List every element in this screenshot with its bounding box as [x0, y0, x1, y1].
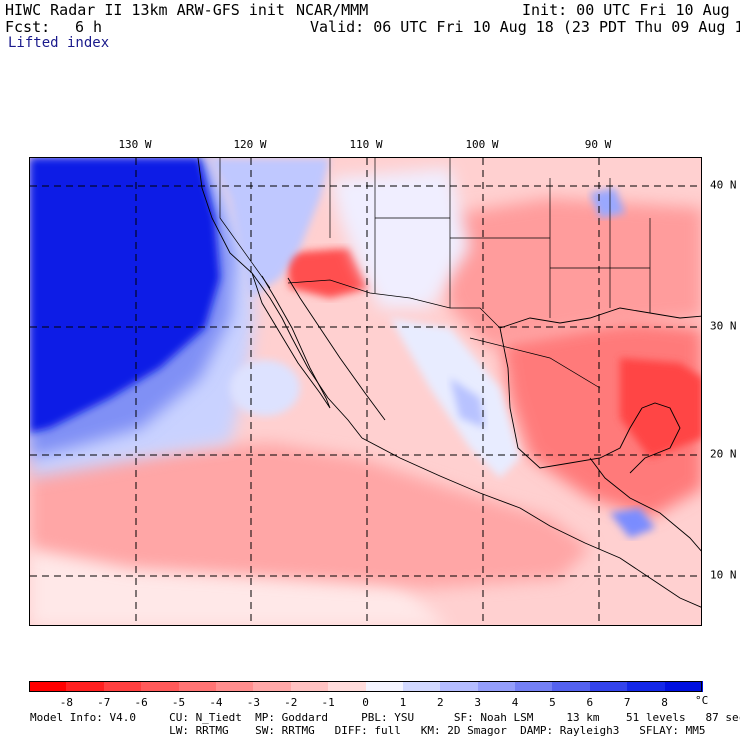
colorbar-swatch [29, 681, 67, 692]
colorbar-tick-label: -6 [134, 696, 148, 709]
colorbar-tick-label: 8 [661, 696, 668, 709]
colorbar-tick-label: -2 [284, 696, 298, 709]
colorbar-swatch [178, 681, 217, 692]
field-stable-central-america [610, 508, 655, 538]
colorbar-swatch [328, 681, 367, 692]
field-unstable-southwest [285, 248, 370, 298]
graticule [30, 158, 701, 625]
colorbar-tick-label: 3 [474, 696, 481, 709]
lat-label-40n: 40 N [710, 178, 737, 192]
lon-label-120w: 120 W [233, 138, 267, 151]
colorbar-tick-label: 2 [436, 696, 444, 709]
coastlines [197, 158, 701, 608]
colorbar-swatch [402, 681, 441, 692]
lat-label-20n: 20 N [710, 447, 737, 461]
field-name: Lifted index [8, 35, 110, 51]
lon-label-130w: 130 W [118, 138, 152, 151]
political-borders [219, 158, 651, 389]
colorbar-swatch [66, 681, 105, 692]
model-title: HIWC Radar II 13km ARW-GFS init [5, 1, 285, 19]
field-stable-california-coast [210, 158, 330, 298]
field-neutral-great-basin [330, 168, 470, 308]
colorbar-swatch [515, 681, 554, 692]
lon-label-100w: 100 W [465, 138, 499, 151]
colorbar-tick-label: 6 [586, 696, 594, 709]
colorbar-swatch [253, 681, 292, 692]
lat-label-30n: 30 N [710, 319, 737, 333]
colorbar-swatch [103, 681, 142, 692]
colorbar-tick-label: 0 [362, 696, 369, 709]
colorbar-swatch [477, 681, 516, 692]
colorbar-tick-label: -1 [321, 696, 335, 709]
colorbar-swatch [215, 681, 254, 692]
forecast-hour: 6 h [75, 18, 103, 36]
field-stable-pacific-core [30, 158, 220, 433]
field-stable-mexico-core [450, 378, 485, 428]
colorbar-frame [29, 681, 702, 692]
valid-time: Valid: 06 UTC Fri 10 Aug 18 (23 PDT Thu … [310, 18, 740, 36]
field-max-unstable-gulf [620, 358, 701, 458]
model-info-line-2: LW: RRTMG SW: RRTMG DIFF: full KM: 2D Sm… [30, 724, 706, 737]
colorbar-tick-label: -8 [59, 696, 73, 709]
init-time: Init: 00 UTC Fri 10 Aug 18 [522, 1, 740, 19]
forecast-label: Fcst: [5, 18, 51, 36]
colorbar-swatch [141, 681, 180, 692]
lon-label-110w: 110 W [349, 138, 383, 151]
colorbar-tick-label: -7 [97, 696, 111, 709]
colorbar-swatch [552, 681, 591, 692]
colorbar-swatch [290, 681, 329, 692]
model-info-line-1: Model Info: V4.0 CU: N_Tiedt MP: Goddard… [30, 711, 740, 724]
colorbar-tick-label: 7 [623, 696, 631, 709]
colorbar-tick-label: -3 [246, 696, 260, 709]
colorbar-unit: °C [695, 694, 709, 707]
organization-label: NCAR/MMM [296, 1, 369, 19]
field-unstable-pacific [30, 443, 590, 588]
colorbar-tick-label: 1 [399, 696, 407, 709]
lifted-index-map[interactable] [29, 157, 702, 626]
field-pacific-swirl [230, 360, 300, 416]
colorbar-tick-label: 4 [511, 696, 519, 709]
colorbar-swatch [589, 681, 628, 692]
colorbar-swatch [664, 681, 703, 692]
colorbar-tick-label: -4 [209, 696, 223, 709]
lon-label-90w: 90 W [584, 138, 612, 151]
colorbar-swatch [365, 681, 404, 692]
colorbar-swatch [440, 681, 479, 692]
map-canvas [30, 158, 701, 625]
colorbar-tick-label: -5 [171, 696, 186, 709]
lat-label-10n: 10 N [710, 568, 737, 582]
colorbar-swatch [627, 681, 666, 692]
colorbar-tick-label: 5 [549, 696, 556, 709]
